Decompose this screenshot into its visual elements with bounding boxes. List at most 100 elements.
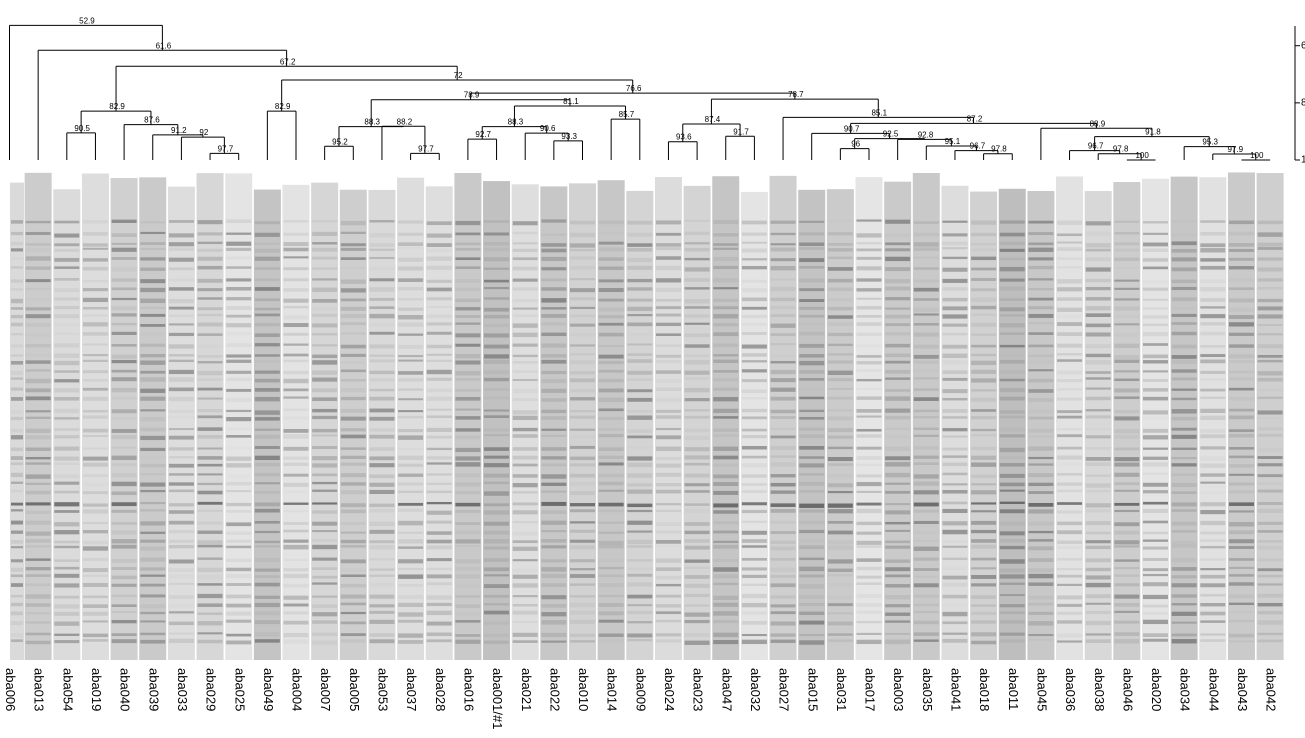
node-value: 87.6	[144, 116, 160, 125]
gel-band	[1057, 247, 1083, 252]
gel-band	[455, 462, 481, 467]
gel-band	[82, 462, 108, 467]
gel-band	[598, 360, 624, 365]
gel-band	[197, 456, 223, 460]
gel-band	[971, 397, 997, 402]
gel-band	[83, 314, 108, 316]
gel-band	[799, 434, 825, 439]
gel-band	[684, 415, 710, 419]
gel-band	[541, 298, 567, 303]
gel-band	[1257, 602, 1283, 607]
gel-band	[1228, 231, 1254, 236]
gel-band	[799, 539, 824, 542]
gel-band	[11, 509, 23, 512]
gel-band	[627, 456, 653, 461]
gel-band	[25, 502, 51, 506]
gel-band	[111, 455, 137, 461]
gel-lane	[941, 185, 969, 660]
gel-band	[455, 502, 481, 507]
gel-band	[398, 220, 424, 224]
gel-band	[541, 447, 567, 451]
gel-band	[168, 482, 194, 486]
gel-band	[254, 446, 280, 449]
gel-band	[25, 314, 51, 319]
gel-band	[1057, 502, 1083, 505]
gel-band	[598, 633, 624, 637]
gel-band	[340, 490, 366, 495]
gel-band	[1228, 473, 1254, 476]
gel-band	[512, 640, 538, 643]
gel-band	[942, 435, 968, 438]
gel-band	[1171, 409, 1197, 414]
gel-band	[426, 558, 452, 562]
gel-band	[197, 490, 223, 495]
gel-band	[570, 633, 595, 637]
gel-band	[226, 611, 252, 616]
gel-band	[140, 248, 166, 251]
gel-band	[713, 370, 739, 373]
gel-band	[340, 455, 366, 459]
gel-band	[856, 558, 882, 562]
gel-band	[111, 633, 137, 637]
gel-band	[226, 474, 251, 478]
gel-band	[1057, 472, 1083, 476]
gel-band	[1057, 567, 1083, 571]
gel-band	[1114, 220, 1140, 223]
gel-band	[827, 559, 853, 564]
gel-band	[627, 520, 653, 525]
gel-band	[54, 266, 80, 269]
gel-band	[770, 314, 796, 317]
gel-band	[484, 257, 510, 262]
gel-band	[512, 343, 538, 347]
gel-band	[684, 612, 710, 617]
gel-band	[369, 267, 394, 270]
gel-band	[11, 583, 23, 587]
gel-band	[1057, 583, 1083, 586]
gel-lane	[53, 189, 81, 660]
gel-band	[1028, 232, 1054, 236]
gel-band	[1257, 267, 1283, 272]
gel-band	[913, 490, 939, 495]
gel-band	[827, 243, 853, 246]
gel-band	[856, 545, 882, 548]
gel-band	[455, 257, 481, 261]
gel-band	[1114, 232, 1140, 235]
gel-band	[885, 584, 911, 588]
gel-band	[283, 332, 309, 336]
gel-band	[713, 397, 739, 402]
gel-band	[1057, 220, 1083, 225]
gel-band	[455, 248, 481, 251]
gel-band	[655, 619, 681, 623]
gel-band	[484, 370, 510, 375]
gel-band	[598, 266, 624, 270]
gel-band	[1258, 417, 1283, 419]
gel-band	[11, 257, 23, 259]
gel-band	[312, 544, 338, 550]
gel-band	[684, 483, 710, 487]
gel-band	[369, 574, 395, 577]
gel-band	[1057, 546, 1082, 549]
lane-label: aba025	[232, 668, 247, 711]
gel-band	[226, 417, 252, 422]
gel-band	[340, 447, 366, 450]
gel-band	[570, 503, 595, 507]
gel-band	[11, 639, 23, 643]
gel-band	[11, 574, 23, 578]
gel-band	[1028, 463, 1054, 466]
gel-band	[54, 278, 80, 281]
gel-band	[655, 360, 681, 364]
gel-band	[340, 522, 366, 525]
gel-band	[111, 446, 137, 449]
gel-band	[684, 593, 710, 598]
gel-band	[1114, 567, 1140, 570]
gel-band	[168, 520, 194, 525]
gel-band	[512, 231, 538, 235]
gel-band	[913, 344, 939, 349]
gel-band	[168, 332, 194, 337]
gel-band	[942, 428, 968, 432]
gel-band	[169, 574, 194, 578]
node-value: 88.9	[1090, 119, 1106, 128]
gel-band	[484, 546, 510, 550]
gel-band	[11, 546, 23, 549]
gel-band	[1257, 377, 1283, 382]
